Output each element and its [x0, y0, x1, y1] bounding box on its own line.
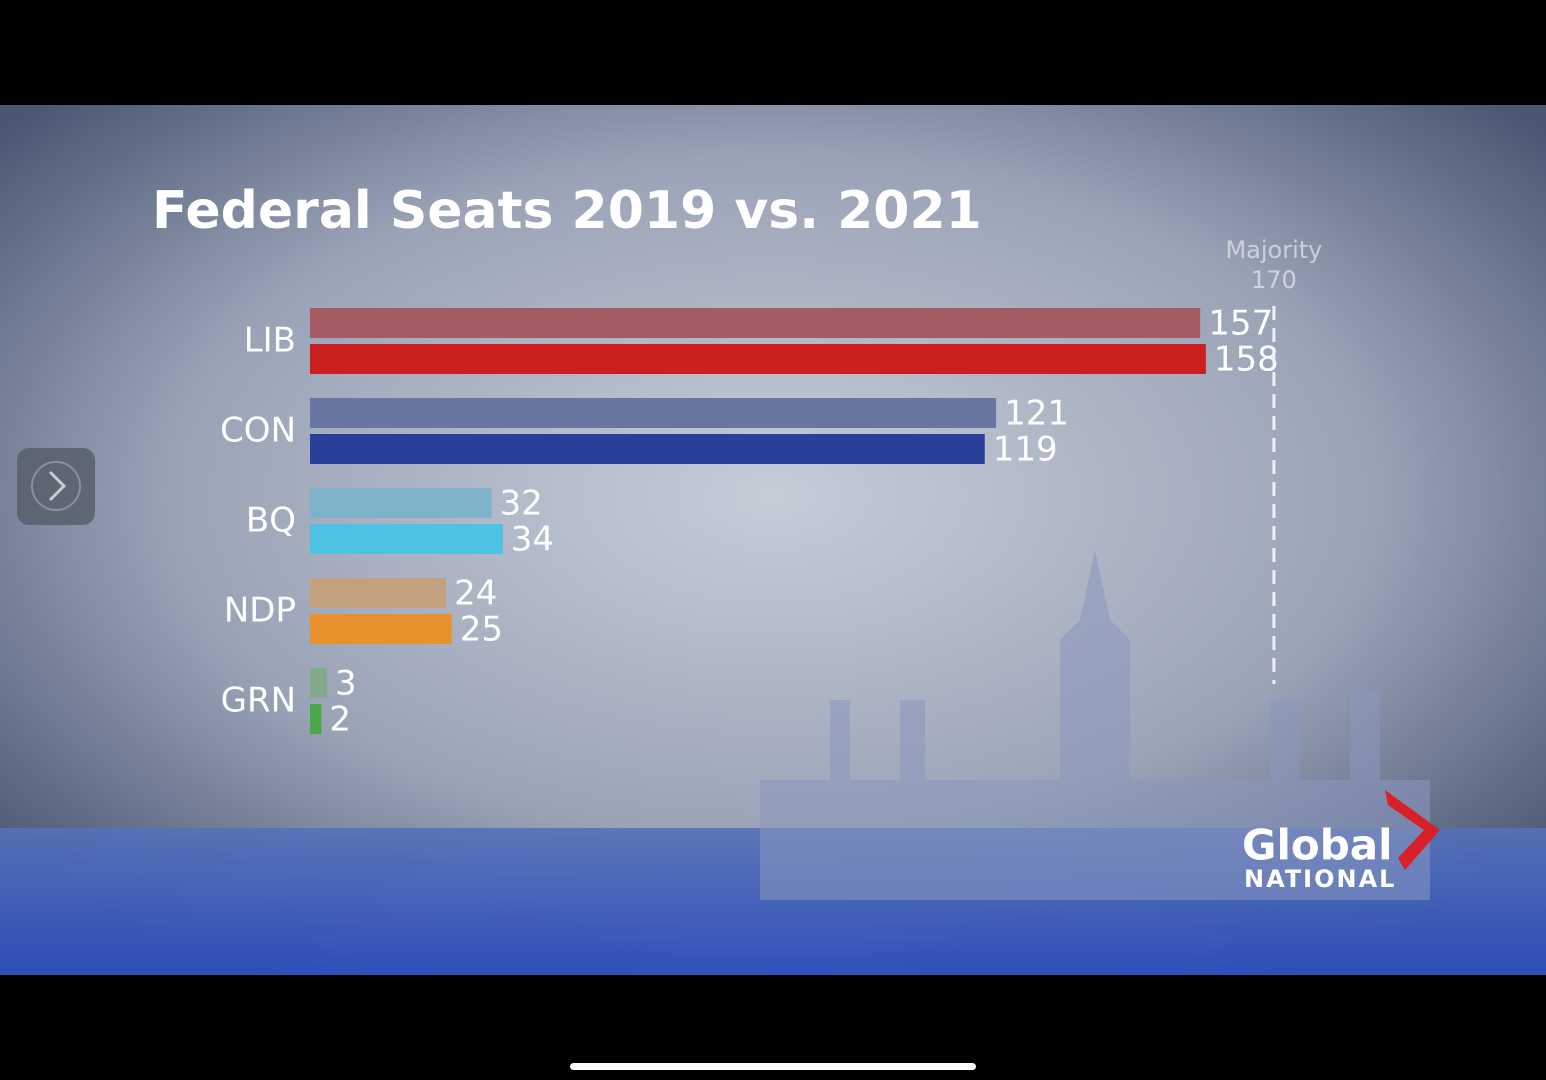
bar: [310, 344, 1206, 374]
value-label: 119: [993, 430, 1058, 470]
majority-value: 170: [1251, 266, 1297, 294]
value-label: 121: [1004, 394, 1069, 434]
bar: [310, 704, 322, 734]
bar: [310, 488, 492, 518]
home-indicator[interactable]: [570, 1063, 976, 1070]
value-label: 24: [454, 574, 497, 614]
value-label: 34: [511, 520, 554, 560]
value-label: 25: [460, 610, 503, 650]
value-label: 2: [329, 700, 351, 740]
next-button-ring: [31, 461, 81, 511]
value-label: 3: [335, 664, 357, 704]
category-label: LIB: [244, 321, 296, 361]
bar: [310, 668, 328, 698]
category-label: GRN: [221, 681, 296, 721]
category-label: CON: [220, 411, 296, 451]
bar: [310, 308, 1201, 338]
next-button-icon: [48, 470, 67, 502]
logo-line2: NATIONAL: [1244, 865, 1396, 893]
parliament-silhouette: [760, 550, 1430, 900]
logo-line1: Global: [1242, 821, 1393, 870]
value-label: 32: [499, 484, 542, 524]
bar: [310, 614, 452, 644]
value-label: 157: [1208, 304, 1273, 344]
bar: [310, 434, 985, 464]
category-label: BQ: [246, 501, 296, 541]
chart-title: Federal Seats 2019 vs. 2021: [152, 181, 982, 241]
bar: [310, 398, 997, 428]
value-label: 158: [1214, 340, 1279, 380]
bar: [310, 578, 447, 608]
next-button[interactable]: [17, 448, 95, 525]
logo-chevron: [1385, 790, 1440, 870]
category-label: NDP: [224, 591, 296, 631]
bar: [310, 524, 503, 554]
majority-label: Majority: [1225, 236, 1322, 264]
